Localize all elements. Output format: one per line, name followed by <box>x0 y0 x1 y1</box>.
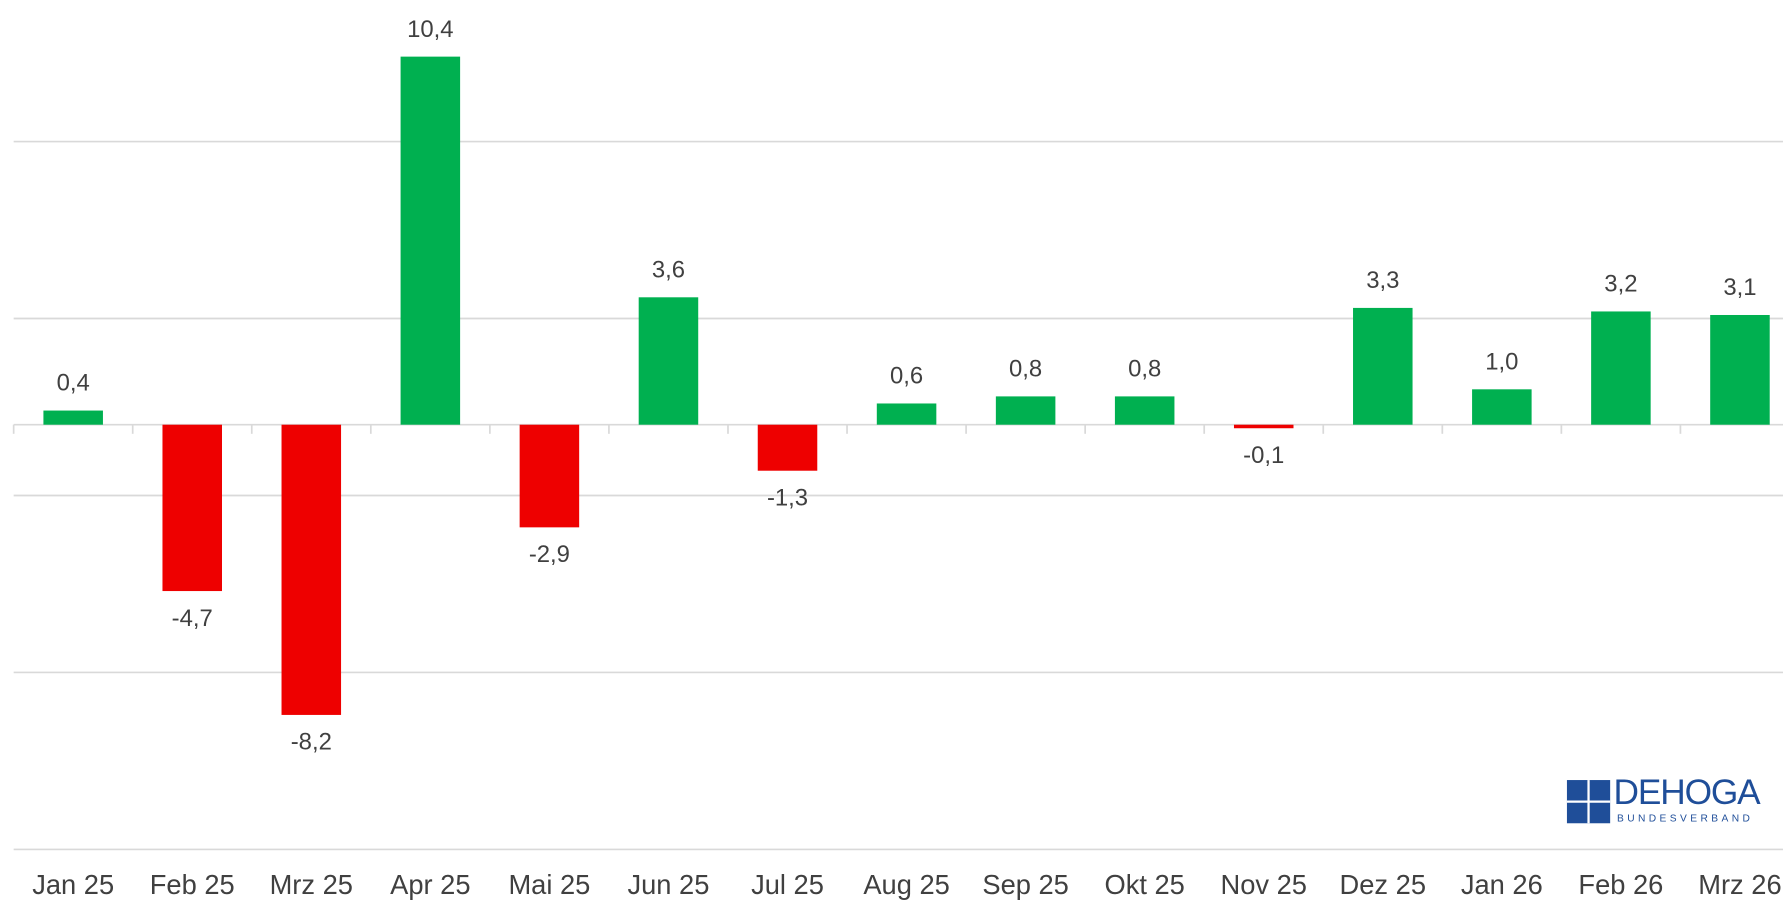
bar <box>400 56 461 425</box>
bar <box>519 424 580 528</box>
bar <box>1114 396 1175 425</box>
logo-subtitle: BUNDESVERBAND <box>1617 813 1753 824</box>
x-tick-label: Apr 25 <box>390 869 470 900</box>
bar <box>1233 424 1294 429</box>
value-label: 3,1 <box>1723 274 1756 301</box>
value-label: 3,6 <box>652 256 685 283</box>
x-tick-label: Jul 25 <box>751 869 824 900</box>
value-label: -8,2 <box>291 729 332 756</box>
x-tick-label: Feb 26 <box>1578 869 1663 900</box>
value-label: -0,1 <box>1243 442 1284 469</box>
logo-name: DEHOGA <box>1614 773 1762 812</box>
value-label: 0,4 <box>57 370 90 397</box>
logo: DEHOGA BUNDESVERBAND <box>1566 773 1762 824</box>
x-tick-label: Nov 25 <box>1221 869 1307 900</box>
bar <box>995 396 1056 425</box>
x-tick-label: Jan 26 <box>1461 869 1543 900</box>
bar <box>43 410 103 425</box>
bar <box>638 297 699 425</box>
x-tick-label: Sep 25 <box>982 869 1068 900</box>
value-label: 3,2 <box>1604 271 1637 298</box>
x-tick-label: Jun 25 <box>627 869 709 900</box>
bar <box>162 424 222 592</box>
value-label: 0,6 <box>890 363 923 390</box>
bar <box>1710 314 1770 425</box>
x-tick-label: Mrz 25 <box>270 869 353 900</box>
value-label: -4,7 <box>172 605 213 632</box>
bar <box>757 424 818 471</box>
x-tick-label: Jan 25 <box>32 869 114 900</box>
x-tick-label: Dez 25 <box>1340 869 1426 900</box>
bar <box>1472 389 1532 425</box>
bar <box>281 424 342 715</box>
x-tick-label: Mrz 26 <box>1698 869 1781 900</box>
bar <box>1353 307 1413 425</box>
x-tick-label: Feb 25 <box>150 869 235 900</box>
x-tick-label: Okt 25 <box>1104 869 1184 900</box>
bar <box>876 403 937 425</box>
x-tick-label: Mai 25 <box>508 869 590 900</box>
value-label: 0,8 <box>1128 356 1161 383</box>
value-label: 1,0 <box>1485 348 1518 375</box>
value-label: 0,8 <box>1009 356 1042 383</box>
value-label: -1,3 <box>767 484 808 511</box>
value-label: 3,3 <box>1366 267 1399 294</box>
x-tick-label: Aug 25 <box>863 869 949 900</box>
bar <box>1591 311 1651 425</box>
value-label: 10,4 <box>407 16 453 43</box>
value-label: -2,9 <box>529 541 570 568</box>
